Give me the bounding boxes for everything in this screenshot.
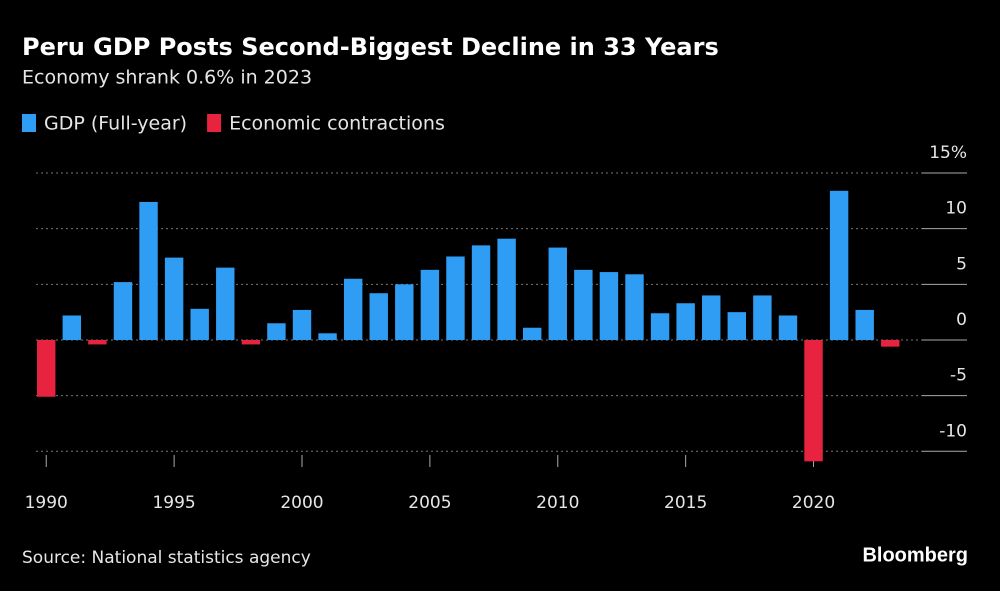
chart-title: Peru GDP Posts Second-Biggest Decline in… bbox=[22, 33, 719, 61]
bar bbox=[292, 309, 312, 340]
bar bbox=[267, 323, 286, 340]
x-tick-label: 2020 bbox=[792, 493, 835, 513]
x-tick-label: 1990 bbox=[25, 493, 68, 513]
bar bbox=[855, 309, 874, 340]
bar bbox=[471, 245, 491, 340]
logo: Bloomberg bbox=[862, 544, 968, 566]
y-tick-label: -10 bbox=[939, 421, 967, 441]
bar bbox=[574, 269, 593, 340]
legend-label: Economic contractions bbox=[229, 113, 445, 135]
x-tick-label: 2010 bbox=[536, 493, 579, 513]
legend-swatch bbox=[22, 114, 36, 132]
bar bbox=[548, 247, 567, 340]
bar bbox=[753, 295, 772, 340]
bar bbox=[395, 284, 414, 340]
bar bbox=[522, 327, 542, 340]
bar bbox=[599, 272, 619, 340]
bar bbox=[318, 333, 337, 340]
bar bbox=[113, 282, 133, 340]
bar bbox=[446, 256, 465, 340]
x-tick-label: 2015 bbox=[664, 493, 707, 513]
x-tick-label: 2005 bbox=[408, 493, 451, 513]
bar bbox=[625, 274, 644, 340]
bar bbox=[778, 315, 798, 340]
bar bbox=[62, 315, 82, 340]
y-tick-label: -5 bbox=[950, 366, 967, 386]
y-tick-label: 15% bbox=[929, 143, 967, 163]
bar bbox=[420, 269, 440, 340]
bar bbox=[343, 278, 363, 340]
bar bbox=[369, 293, 388, 340]
bar bbox=[216, 267, 235, 340]
bar bbox=[804, 339, 823, 462]
x-tick-label: 1995 bbox=[152, 493, 195, 513]
bar bbox=[650, 313, 670, 340]
legend-label: GDP (Full-year) bbox=[44, 113, 187, 135]
bar bbox=[164, 257, 184, 340]
x-tick-label: 2000 bbox=[280, 493, 323, 513]
source: Source: National statistics agency bbox=[22, 548, 311, 568]
bar bbox=[241, 339, 261, 345]
chart-subtitle: Economy shrank 0.6% in 2023 bbox=[22, 67, 312, 89]
bar bbox=[727, 312, 747, 340]
y-tick-label: 10 bbox=[945, 199, 967, 219]
bar bbox=[497, 238, 516, 340]
bar bbox=[88, 339, 107, 345]
bar bbox=[881, 339, 900, 347]
bar bbox=[829, 190, 849, 340]
legend-swatch bbox=[207, 114, 222, 132]
bar bbox=[676, 303, 695, 340]
y-tick-label: 5 bbox=[956, 254, 967, 274]
y-tick-label: 0 bbox=[956, 310, 967, 330]
bar bbox=[37, 339, 56, 397]
bar bbox=[702, 295, 721, 340]
bar bbox=[139, 201, 158, 340]
bar bbox=[190, 308, 209, 340]
